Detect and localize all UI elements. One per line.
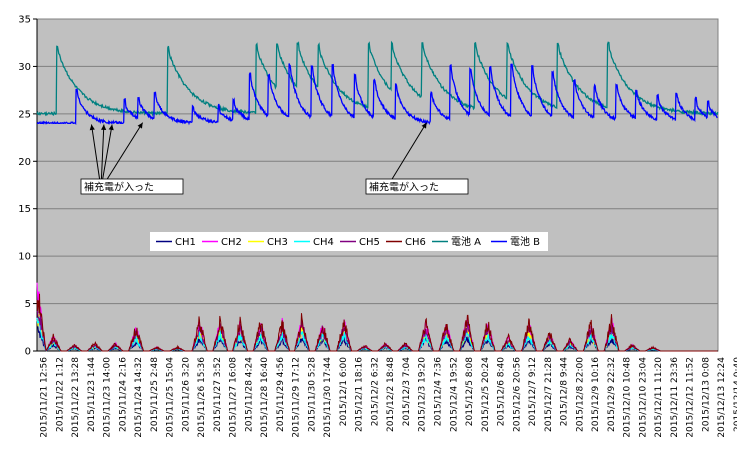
- x-tick-label: 2015/11/29 17:12: [292, 357, 302, 438]
- annotation-arrowhead: [89, 124, 95, 131]
- x-tick-label: 2015/11/21 12:56: [40, 357, 50, 438]
- legend: CH1 CH2 CH3 CH4 CH5 CH6 電池 A 電池 B: [150, 232, 548, 251]
- legend-label: 電池 A: [451, 235, 481, 248]
- legend-item: 電池 A: [432, 235, 481, 248]
- x-tick-label: 2015/11/28 16:40: [260, 357, 270, 438]
- legend-label: CH5: [359, 237, 380, 248]
- x-tick-label: 2015/11/22 1:12: [55, 357, 65, 432]
- x-tick-label: 2015/11/23 1:44: [87, 357, 97, 432]
- y-tick-label: 0: [25, 347, 31, 358]
- annotation-arrow: [391, 122, 428, 180]
- annotation-callout: 補充電が入った: [80, 122, 184, 195]
- x-tick-label: 2015/11/24 2:16: [118, 357, 128, 432]
- x-tick-label: 2015/12/13 0:08: [701, 357, 711, 432]
- x-tick-label: 2015/12/4 7:36: [434, 357, 444, 426]
- x-tick-label: 2015/11/24 14:32: [134, 357, 144, 438]
- x-tick-label: 2015/12/7 9:12: [528, 357, 538, 426]
- x-tick-label: 2015/12/10 10:48: [623, 357, 633, 438]
- x-tick-label: 2015/12/3 7:04: [402, 357, 412, 426]
- y-axis: 0 5 10 15 20 25 30 35: [18, 15, 38, 358]
- legend-item: CH3: [248, 237, 288, 248]
- legend-item: CH4: [294, 237, 334, 248]
- x-tick-label: 2015/11/27 16:08: [229, 357, 239, 438]
- annotation-text: 補充電が入った: [369, 181, 439, 194]
- x-tick-label: 2015/11/28 4:24: [244, 357, 254, 432]
- gridlines: [37, 65, 718, 305]
- y-tick-label: 30: [18, 62, 31, 73]
- x-tick-label: 2015/11/29 4:56: [276, 357, 286, 432]
- legend-item: CH2: [202, 237, 242, 248]
- x-tick-label: 2015/11/26 15:36: [197, 357, 207, 438]
- annotation-arrow: [100, 124, 105, 180]
- y-tick-label: 25: [18, 109, 31, 120]
- legend-label: CH4: [313, 237, 334, 248]
- x-tick-label: 2015/12/1 18:16: [355, 357, 365, 432]
- x-tick-label: 2015/11/27 3:52: [213, 357, 223, 432]
- legend-label: CH2: [221, 237, 242, 248]
- annotation-arrowhead: [137, 122, 143, 129]
- x-tick-label: 2015/12/5 20:24: [481, 357, 491, 432]
- y-tick-label: 5: [25, 299, 31, 310]
- x-tick-label: 2015/12/14 0:40: [733, 357, 737, 432]
- legend-label: CH6: [405, 237, 426, 248]
- annotation-arrow: [90, 124, 101, 180]
- x-tick-label: 2015/12/10 23:04: [638, 357, 648, 438]
- annotation-arrowhead: [101, 124, 107, 131]
- x-tick-label: 2015/11/25 15:04: [166, 357, 176, 438]
- x-tick-label: 2015/12/3 19:20: [418, 357, 428, 432]
- annotation-callout: 補充電が入った: [365, 122, 469, 195]
- annotation-arrow: [102, 124, 113, 180]
- y-tick-label: 20: [18, 157, 31, 168]
- legend-item: CH6: [386, 237, 426, 248]
- x-axis: 2015/11/21 12:56 2015/11/22 1:12 2015/11/2…: [37, 350, 737, 438]
- x-tick-label: 2015/12/8 22:00: [575, 357, 585, 432]
- legend-item: 電池 B: [491, 235, 540, 248]
- x-tick-label: 2015/12/7 21:28: [544, 357, 554, 432]
- series-line-ch6: [36, 293, 718, 352]
- x-tick-label: 2015/11/26 3:20: [181, 357, 191, 432]
- x-tick-label: 2015/12/13 12:24: [717, 357, 727, 438]
- series-group: [36, 40, 719, 352]
- annotation-box: [80, 178, 184, 195]
- series-line-battery-b: [37, 63, 718, 126]
- annotations: 補充電が入った 補充電が入った: [80, 122, 469, 195]
- x-tick-label: 2015/12/11 23:36: [670, 357, 680, 438]
- annotation-box: [365, 178, 469, 195]
- x-tick-label: 2015/12/6 20:56: [512, 357, 522, 432]
- y-tick-label: 10: [18, 252, 31, 263]
- annotation-arrow: [106, 122, 144, 180]
- x-tick-label: 2015/12/8 9:44: [560, 357, 570, 426]
- x-tick-label: 2015/12/11 11:20: [654, 357, 664, 438]
- y-tick-label: 15: [18, 204, 31, 215]
- x-tick-label: 2015/12/9 22:32: [607, 357, 617, 432]
- legend-label: CH1: [175, 237, 196, 248]
- legend-item: CH1: [156, 237, 196, 248]
- x-tick-label: 2015/12/2 6:32: [370, 357, 380, 426]
- series-line-battery-a: [36, 40, 719, 117]
- annotation-text: 補充電が入った: [84, 181, 154, 194]
- x-tick-label: 2015/12/5 8:08: [465, 357, 475, 426]
- x-tick-label: 2015/12/9 10:16: [591, 357, 601, 432]
- legend-label: CH3: [267, 237, 288, 248]
- y-tick-label: 35: [18, 15, 31, 26]
- x-tick-label: 2015/11/22 13:28: [71, 357, 81, 438]
- x-tick-label: 2015/11/30 17:44: [323, 357, 333, 438]
- x-tick-label: 2015/12/12 11:52: [686, 357, 696, 438]
- x-tick-label: 2015/12/6 8:40: [497, 357, 507, 426]
- legend-label: 電池 B: [510, 235, 540, 248]
- x-tick-label: 2015/11/25 2:48: [150, 357, 160, 432]
- annotation-arrowhead: [108, 124, 114, 131]
- x-tick-label: 2015/12/4 19:52: [449, 357, 459, 432]
- x-tick-label: 2015/12/2 18:48: [386, 357, 396, 432]
- legend-item: CH5: [340, 237, 380, 248]
- x-tick-label: 2015/12/1 6:00: [339, 357, 349, 426]
- x-tick-label: 2015/11/23 14:00: [103, 357, 113, 438]
- x-tick-label: 2015/11/30 5:28: [307, 357, 317, 432]
- annotation-arrowhead: [421, 122, 427, 129]
